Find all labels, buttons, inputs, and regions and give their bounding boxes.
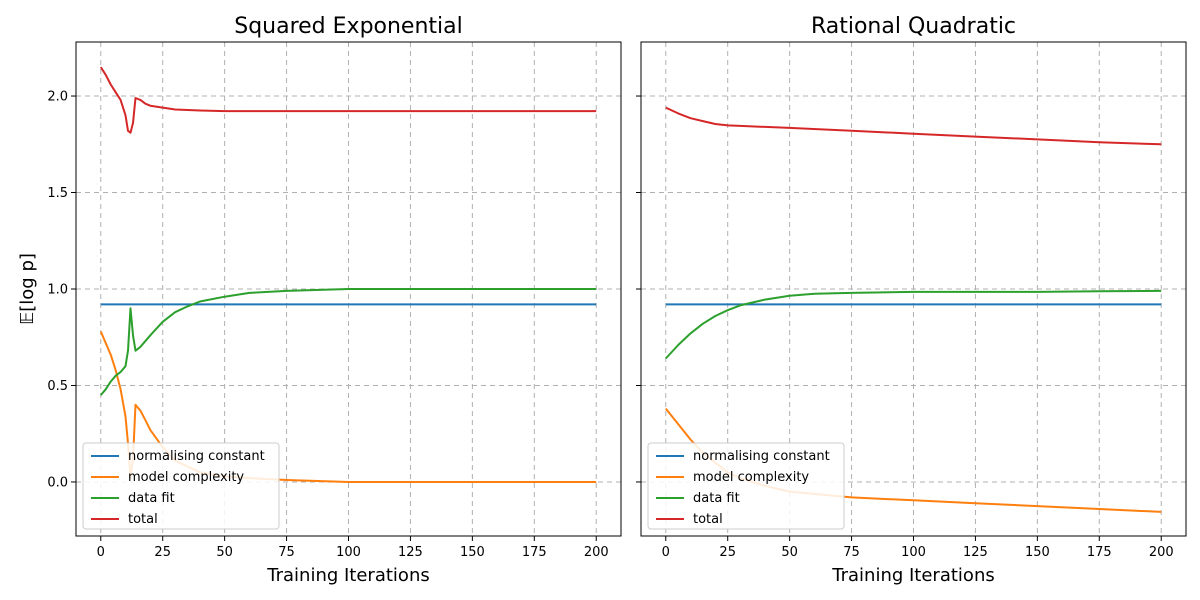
series-line-3 <box>100 288 597 396</box>
x-tick-label: 100 <box>901 545 926 560</box>
y-tick-label: 2.0 <box>47 90 68 105</box>
legend: normalising constant model complexity data… <box>82 442 280 530</box>
legend: normalising constant model complexity data… <box>647 442 845 530</box>
legend-label: model complexity <box>128 470 244 485</box>
legend-label: total <box>693 512 723 527</box>
x-axis-label: Training Iterations <box>831 565 994 586</box>
y-tick-label: 0.0 <box>47 475 68 490</box>
x-tick-label: 100 <box>336 545 361 560</box>
x-tick-label: 50 <box>781 545 798 560</box>
x-tick-label: 0 <box>662 545 670 560</box>
x-tick-label: 75 <box>278 545 295 560</box>
series-line-3 <box>665 289 1162 360</box>
legend-label: total <box>128 512 158 527</box>
x-tick-label: 125 <box>963 545 988 560</box>
x-tick-label: 175 <box>1087 545 1112 560</box>
legend-label: normalising constant <box>128 449 265 464</box>
legend-label: normalising constant <box>693 449 830 464</box>
x-tick-label: 25 <box>154 545 171 560</box>
chart-title: Rational Quadratic <box>811 14 1016 39</box>
x-tick-label: 175 <box>522 545 547 560</box>
chart-panel-1: 0 25 50 75 100 125 150 175 200 0.0 0.5 1.0 1.5 2.0 Squ… <box>17 14 622 586</box>
x-tick-label: 0 <box>97 545 105 560</box>
legend-box <box>647 442 845 530</box>
chart-title: Squared Exponential <box>234 14 463 39</box>
x-tick-label: 125 <box>398 545 423 560</box>
x-axis-label: Training Iterations <box>266 565 429 586</box>
y-tick-label: 0.5 <box>47 379 68 394</box>
x-tick-label: 150 <box>460 545 485 560</box>
legend-label: model complexity <box>693 470 809 485</box>
legend-label: data fit <box>128 491 175 506</box>
legend-box <box>82 442 280 530</box>
x-tick-label: 50 <box>216 545 233 560</box>
series-line-2 <box>99 331 597 483</box>
x-tick-label: 200 <box>584 545 609 560</box>
x-tick-label: 25 <box>719 545 736 560</box>
y-tick-label: 1.5 <box>47 186 68 201</box>
legend-label: data fit <box>693 491 740 506</box>
y-tick-label: 1.0 <box>47 283 68 298</box>
series-line-4 <box>99 66 597 134</box>
chart-panel-2: 0 25 50 75 100 125 150 175 200 Rational Quadratic… <box>636 14 1187 586</box>
x-tick-label: 200 <box>1149 545 1174 560</box>
y-axis-label: 𝔼[log p] <box>17 253 38 325</box>
series-line-4 <box>665 106 1162 146</box>
x-tick-label: 150 <box>1025 545 1050 560</box>
x-tick-label: 75 <box>843 545 860 560</box>
